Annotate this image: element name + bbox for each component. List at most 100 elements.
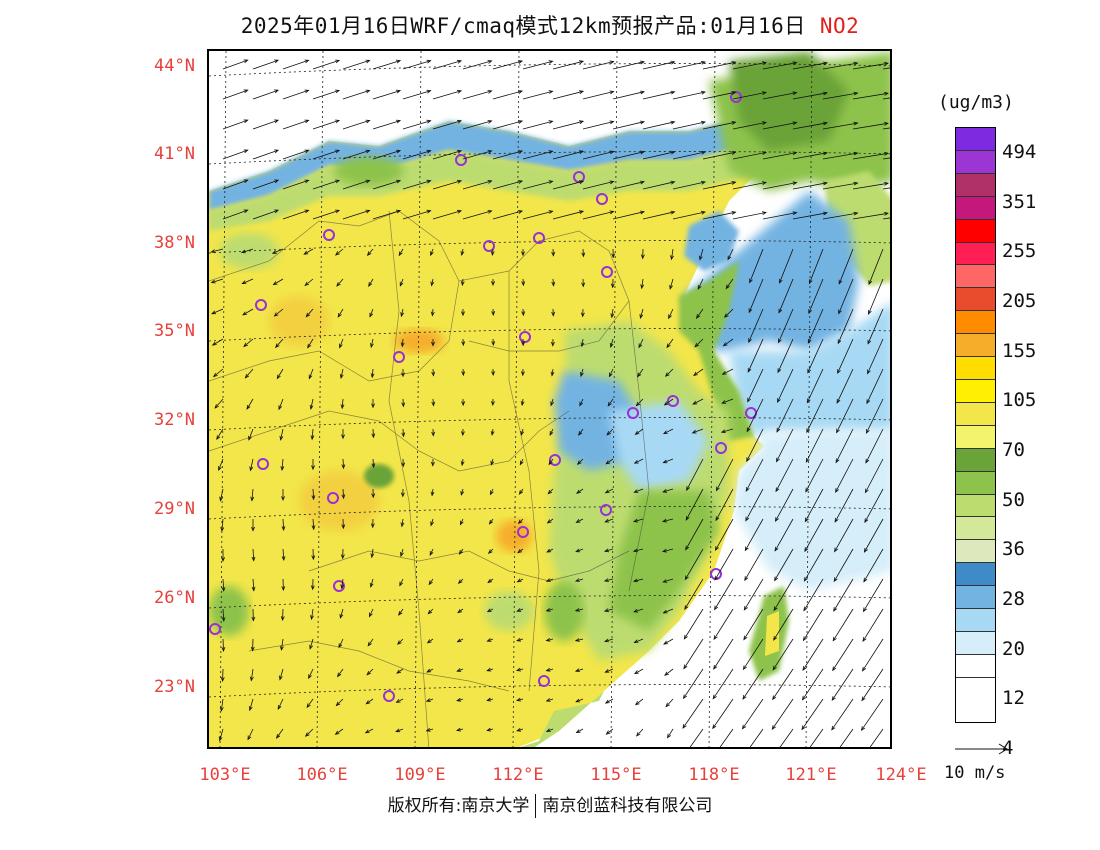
wind-arrow-head [743,605,748,611]
wind-arrow-head [670,150,676,155]
wind-arrow [663,458,674,463]
wind-arrow [702,211,736,220]
wind-arrow [804,488,824,522]
wind-arrow-head [456,638,462,643]
patch-6 [209,586,249,636]
wind-arrow [640,308,644,319]
wind-arrow-head [371,403,375,409]
wind-arrow [809,728,824,747]
wind-arrow [771,698,794,730]
wind-arrow-head [804,547,809,553]
wind-arrow-head [823,121,829,126]
wind-arrow [778,278,794,313]
wind-arrow-head [833,577,838,583]
wind-arrow-head [516,608,522,612]
wind-arrow-head [775,487,780,493]
wind-arrow-head [792,91,798,96]
wind-arrow-head [712,694,717,700]
wind-arrow [774,518,794,551]
wind-arrow-head [832,636,837,642]
wind-arrow [575,608,584,612]
wind-arrow [696,308,704,319]
wind-arrow [683,638,704,669]
wind-arrow [401,308,404,317]
wind-arrow-head [212,372,218,378]
city-marker [483,240,495,252]
wind-arrow [432,120,462,130]
wind-arrow-head [579,210,585,215]
wind-arrow [462,90,492,100]
wind-arrow-head [727,255,732,261]
wind-arrow-head [210,249,216,253]
wind-arrow-head [491,401,495,407]
wind-arrow-head [776,457,780,463]
wind-arrow [402,428,404,437]
wind-arrow-head [684,605,689,610]
wind-arrow-head [742,665,747,671]
wind-arrow-head [575,698,581,703]
wind-arrow-head [518,120,524,124]
wind-arrow [342,60,370,70]
wind-arrow [370,338,374,348]
wind-arrow-head [340,554,345,560]
wind-arrow [612,91,645,100]
wind-arrow-head [308,374,313,380]
wind-arrow-head [395,699,401,703]
wind-arrow [462,60,492,70]
wind-arrow [222,578,225,591]
wind-arrow-head [742,695,747,700]
wind-arrow [864,518,884,553]
wind-arrow [250,668,254,681]
city-marker [257,458,269,470]
wind-arrow-head [773,635,778,641]
wind-arrow-head [883,121,889,126]
wind-arrow-head [802,666,807,671]
wind-arrow-head [487,60,493,64]
wind-arrow [305,308,314,317]
wind-arrow [867,338,884,374]
wind-arrow [777,368,794,403]
wind-arrow-head [762,61,767,66]
wind-arrow [312,210,340,220]
wind-arrow-head [779,278,783,284]
wind-arrow [732,212,767,220]
wind-arrow-head [211,341,217,346]
wind-arrow [835,428,854,463]
legend-cell [956,128,995,151]
wind-arrow [822,152,858,160]
wind-arrow-head [771,725,776,730]
wind-arrow-head [545,607,551,612]
korea [824,171,890,286]
wind-arrow [582,211,614,220]
wind-arrow-head [400,492,405,498]
wind-arrow [634,668,644,674]
city-marker [333,580,345,592]
wind-arrow [282,149,309,160]
legend-label: 105 [1002,389,1037,412]
legend-label: 12 [1002,687,1025,710]
wind-arrow-head [550,341,555,347]
lon-label-115: 115°E [590,765,642,785]
wind-arrow [803,608,824,641]
wind-arrow [249,698,254,711]
wind-arrow [809,248,824,284]
wind-arrow-head [272,281,278,286]
lat-label-38: 38°N [154,233,195,253]
wind-arrow [609,368,614,377]
wind-arrow [342,210,370,220]
wind-arrow [580,368,584,377]
wind-arrow-head [636,731,641,737]
wind-arrow [372,60,401,70]
wind-arrow [806,368,824,403]
wind-arrow [242,278,254,284]
wind-arrow [336,698,344,706]
wind-arrow-head [838,309,842,315]
wind-arrow [712,668,734,699]
wind-arrow-head [335,701,341,707]
wind-arrow [833,578,854,612]
legend-cell [956,242,995,266]
land-area [209,51,890,747]
wind-arrow [852,212,888,220]
wind-arrow [714,548,734,581]
north-band-green [209,121,819,231]
